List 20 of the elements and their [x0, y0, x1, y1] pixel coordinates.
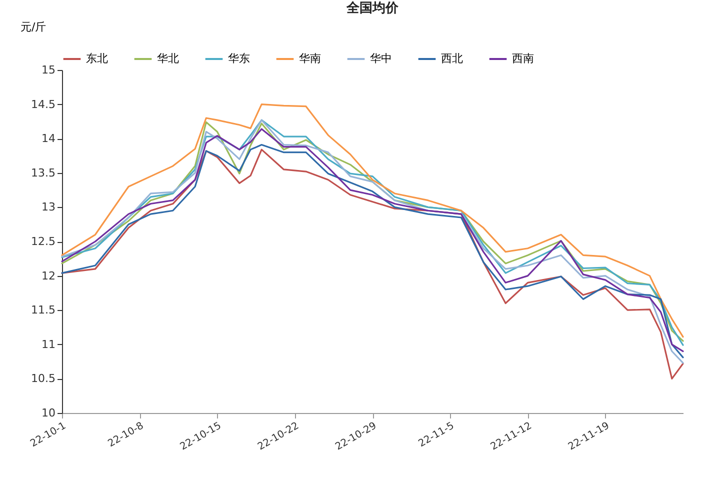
y-tick-label: 12	[42, 269, 56, 282]
chart-title: 全国均价	[346, 1, 400, 16]
y-tick-label: 14	[42, 132, 56, 146]
y-tick-label: 15	[42, 64, 56, 76]
y-tick-label: 13.5	[31, 166, 56, 180]
legend-label: 西北	[441, 52, 463, 65]
y-tick-label: 10	[42, 406, 56, 420]
legend-label: 东北	[86, 52, 108, 65]
legend-label: 华东	[228, 52, 250, 65]
y-tick-label: 12.5	[31, 235, 56, 248]
y-axis-title: 元/斤	[20, 20, 46, 34]
legend-label: 华中	[370, 52, 392, 65]
legend-label: 华南	[299, 52, 321, 65]
legend-label: 西南	[512, 52, 534, 65]
legend-label: 华北	[157, 52, 179, 65]
y-tick-label: 14.5	[31, 98, 56, 111]
y-tick-label: 13	[42, 200, 56, 214]
y-tick-label: 11.5	[31, 304, 56, 317]
y-tick-label: 11	[42, 338, 56, 351]
y-tick-label: 10.5	[31, 372, 56, 386]
